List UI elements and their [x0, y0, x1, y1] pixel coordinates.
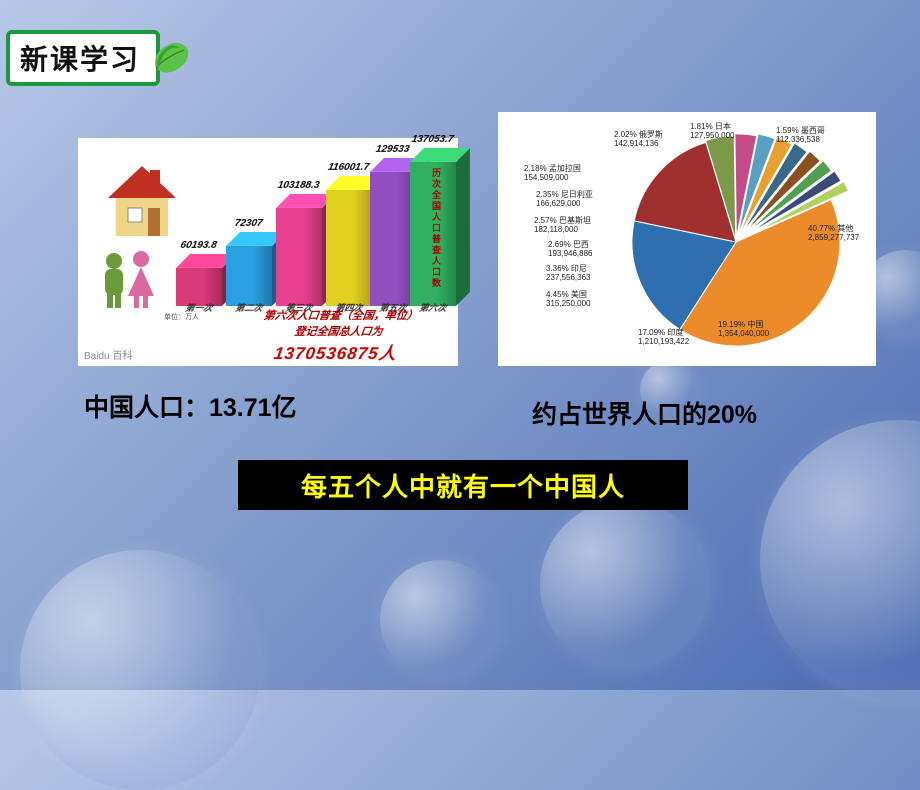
pie-label-中国: 19.19% 中国1,354,040,000 [718, 320, 769, 338]
bubble [20, 550, 260, 790]
person-female-icon [126, 250, 156, 308]
caption-world-share: 约占世界人口的20% [532, 395, 757, 431]
pie-label-巴西: 2.69% 巴西193,946,886 [548, 240, 593, 258]
pie-label-俄罗斯: 2.02% 俄罗斯142,914,136 [614, 130, 663, 148]
pie-label-日本: 1.81% 日本127,950,000 [690, 122, 735, 140]
bar-2: 72307第二次 [226, 246, 272, 306]
house-icon [98, 156, 182, 240]
pie-label-印度: 17.09% 印度1,210,193,422 [638, 328, 689, 346]
world-population-pie: 40.77% 其他2,859,277,737 19.19% 中国1,354,040… [498, 112, 876, 366]
bar-4: 116001.7第四次 [326, 190, 372, 306]
axis-label: 单位：万人 [164, 312, 199, 322]
bubble [760, 420, 920, 700]
census-bar-chart: 60193.8第一次72307第二次103188.3第三次116001.7第四次… [78, 138, 458, 366]
pie-label-美国: 4.45% 美国315,250,000 [546, 290, 591, 308]
world-population-pie-panel: 40.77% 其他2,859,277,737 19.19% 中国1,354,040… [498, 112, 876, 366]
watermark: Baidu 百科 [84, 347, 132, 362]
bubble [540, 500, 710, 670]
pie-label-孟加拉国: 2.18% 孟加拉国154,509,000 [524, 164, 581, 182]
bar-value: 129533 [364, 144, 421, 155]
pie-label-巴基斯坦: 2.57% 巴基斯坦182,118,000 [534, 216, 591, 234]
pie-label-尼日利亚: 2.35% 尼日利亚166,629,000 [536, 190, 593, 208]
caption-china-population: 中国人口：13.71亿 [84, 388, 297, 424]
pie-label-印尼: 3.36% 印尼237,556,363 [546, 264, 591, 282]
bar-3: 103188.3第三次 [276, 208, 322, 306]
bar-value: 103188.3 [270, 180, 327, 191]
bar-chart-side-text: 历次全国人口普查人口数 [432, 168, 446, 289]
census-bar-chart-panel: 60193.8第一次72307第二次103188.3第三次116001.7第四次… [78, 138, 458, 366]
bubble [380, 560, 500, 680]
pie-label-其他: 40.77% 其他2,859,277,737 [808, 224, 859, 242]
bar-value: 60193.8 [170, 240, 227, 251]
highlight-strip: 每五个人中就有一个中国人 [238, 460, 688, 510]
person-male-icon [100, 252, 128, 308]
pie-label-墨西哥: 1.59% 墨西哥112,336,538 [776, 126, 825, 144]
highlight-strip-text: 每五个人中就有一个中国人 [301, 467, 625, 504]
lesson-badge: 新课学习 [6, 30, 160, 86]
leaf-icon [150, 40, 190, 76]
bar-value: 72307 [220, 218, 277, 229]
lesson-badge-text: 新课学习 [20, 38, 140, 78]
bar-1: 60193.8第一次 [176, 268, 222, 306]
census-caption: 第六次人口普查（全国，单位） 登记全国总人口为 1370536875人 [224, 307, 452, 364]
bar-value: 137053.7 [404, 134, 461, 145]
